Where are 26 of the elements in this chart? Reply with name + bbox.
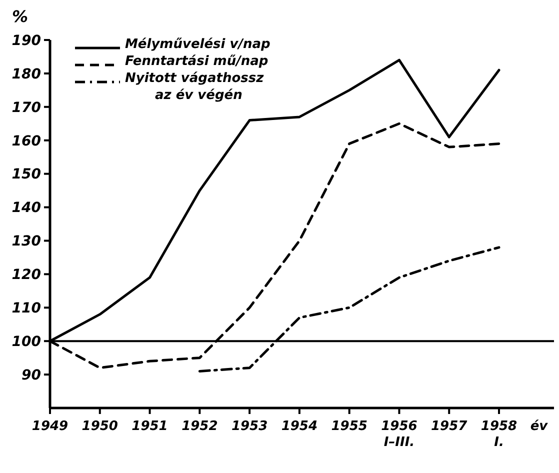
y-tick-label: 160	[12, 133, 42, 150]
x-tick-label: 1955	[331, 419, 368, 434]
y-tick-label: 140	[12, 200, 42, 216]
y-tick-label: 130	[12, 234, 42, 250]
y-tick-label: 190	[12, 32, 42, 49]
x-tick-label: 1950	[82, 419, 118, 434]
x-tick-label: 1952	[182, 419, 218, 434]
y-tick-label: 170	[12, 100, 42, 116]
x-tick-label: 1949	[32, 419, 68, 434]
x-axis-title: év	[530, 419, 548, 434]
x-tick-label: 1951	[132, 419, 168, 434]
x-tick-label: 1953	[231, 419, 268, 434]
x-tick-label: 1956 I–III.	[381, 419, 418, 450]
y-tick-label: 100	[12, 334, 42, 350]
x-tick-label: 1954	[281, 419, 318, 434]
x-tick-label: 1958 I.	[480, 419, 518, 450]
legend-label: Nyitott vágathossz az év végén	[125, 71, 264, 103]
y-tick-label: 90	[22, 367, 42, 384]
y-tick-label: 180	[12, 66, 42, 82]
y-axis-title: %	[12, 7, 28, 26]
y-tick-label: 110	[12, 300, 42, 317]
y-tick-label: 120	[12, 267, 42, 284]
x-tick-label: 1957	[431, 419, 468, 434]
y-tick-label: 150	[12, 166, 42, 183]
legend-label: Mélyművelési v/nap	[125, 37, 270, 52]
legend-label: Fenntartási mű/nap	[125, 54, 268, 69]
